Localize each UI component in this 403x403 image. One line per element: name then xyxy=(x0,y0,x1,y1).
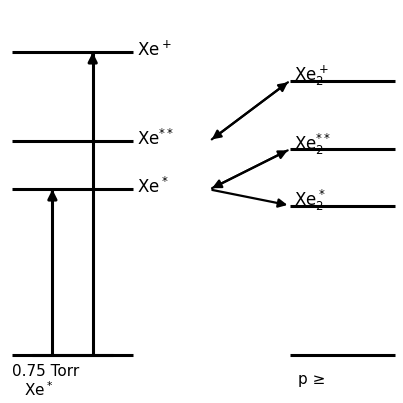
Text: Xe$_2^{**}$: Xe$_2^{**}$ xyxy=(294,132,332,157)
Text: p ≥: p ≥ xyxy=(298,372,326,387)
Text: 0.75 Torr: 0.75 Torr xyxy=(12,364,79,379)
Text: Xe$^*$: Xe$^*$ xyxy=(24,380,53,399)
Text: Xe$_2^+$: Xe$_2^+$ xyxy=(294,64,329,88)
Text: Xe$_2^*$: Xe$_2^*$ xyxy=(294,188,326,213)
Text: Xe$^*$: Xe$^*$ xyxy=(137,177,168,197)
Text: Xe$^+$: Xe$^+$ xyxy=(137,41,172,60)
Text: Xe$^{**}$: Xe$^{**}$ xyxy=(137,129,174,149)
